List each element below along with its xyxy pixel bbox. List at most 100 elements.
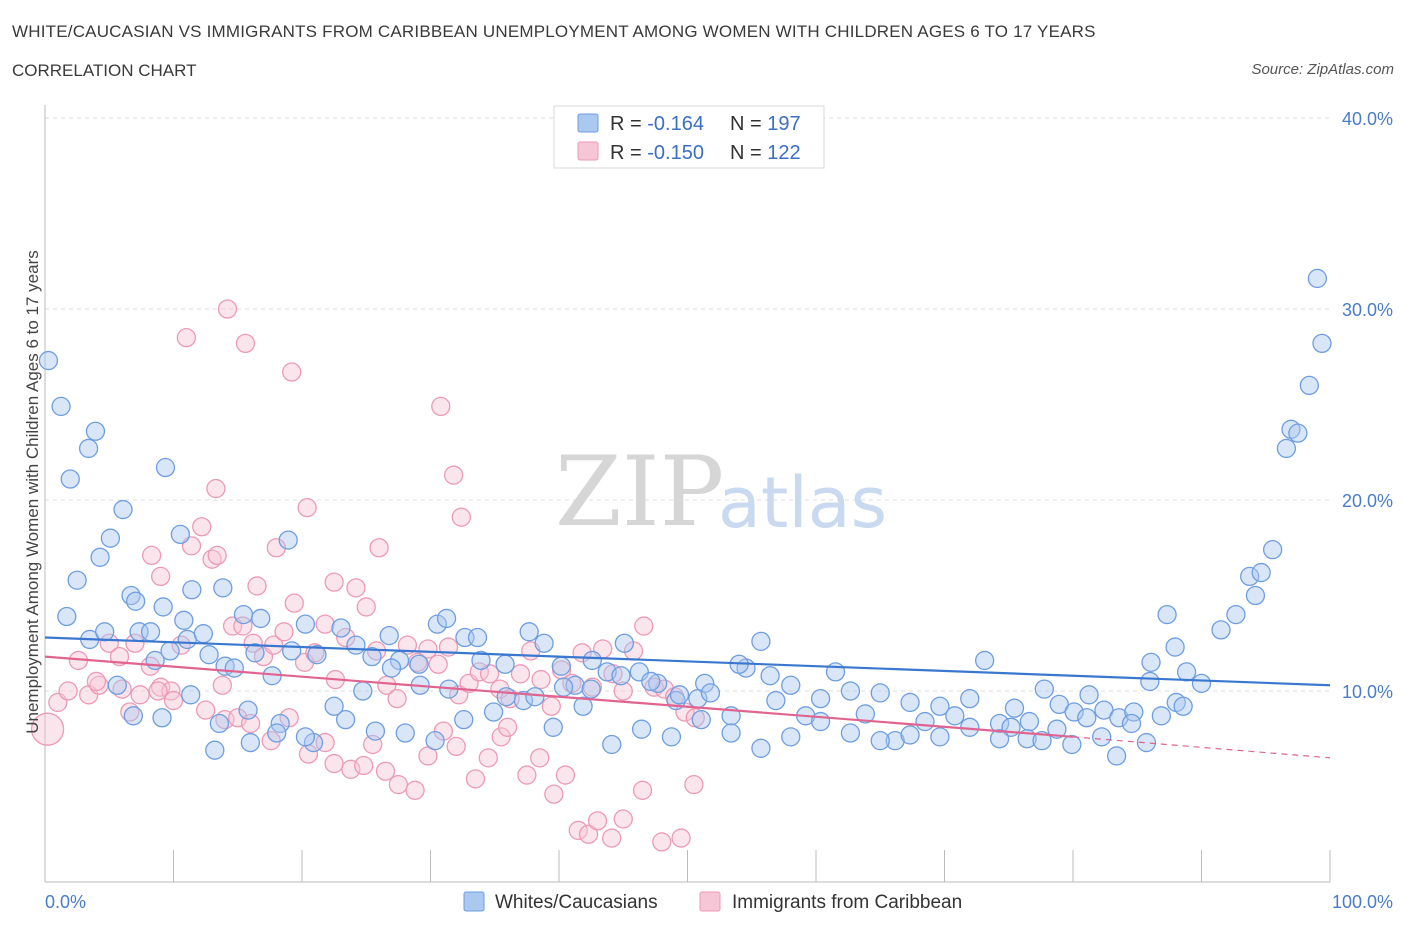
whites-point <box>1141 652 1161 672</box>
immigrants-point <box>530 748 550 768</box>
whites-point <box>153 597 173 617</box>
immigrants-point <box>397 635 418 655</box>
immigrants-point <box>195 700 216 720</box>
x-tick-label-0: 0.0% <box>45 892 86 912</box>
whites-point <box>582 650 602 671</box>
y-tick-label-0: 10.0% <box>1342 682 1393 702</box>
whites-point <box>295 727 316 747</box>
whites-point <box>233 604 254 625</box>
whites-point <box>182 580 202 600</box>
y-tick-label-3: 40.0% <box>1342 109 1393 129</box>
whites-point <box>1062 734 1082 755</box>
whites-point <box>1191 673 1212 694</box>
whites-point <box>238 700 258 720</box>
whites-point <box>695 673 715 694</box>
whites-point <box>1245 585 1266 606</box>
immigrants-point <box>613 681 633 701</box>
whites-point <box>427 614 448 634</box>
whites-point <box>205 740 225 760</box>
immigrants-point <box>465 769 486 789</box>
immigrants-point <box>369 538 389 558</box>
whites-point <box>661 727 682 747</box>
whites-point <box>751 631 771 651</box>
chart-subtitle: CORRELATION CHART <box>12 61 197 80</box>
whites-point <box>467 627 488 648</box>
immigrants-point <box>284 593 304 613</box>
y-tick-label-1: 20.0% <box>1342 491 1393 511</box>
immigrants-point <box>130 685 150 705</box>
whites-point <box>760 666 780 686</box>
immigrants-point <box>336 627 356 648</box>
whites-point <box>425 731 445 751</box>
whites-point <box>1121 713 1142 734</box>
whites-point <box>1276 438 1297 459</box>
whites-point <box>100 528 121 548</box>
whites-point <box>1136 732 1157 753</box>
whites-point <box>840 723 861 743</box>
whites-point <box>1064 702 1084 722</box>
whites-point <box>1307 268 1328 289</box>
whites-point <box>224 658 244 678</box>
whites-point <box>1034 679 1054 699</box>
y-tick-labels: 10.0% 20.0% 30.0% 40.0% <box>1342 109 1393 702</box>
whites-point <box>123 706 143 726</box>
whites-point <box>581 679 601 699</box>
whites-point <box>855 704 875 724</box>
immigrants-trend-line <box>44 655 1074 738</box>
whites-point <box>573 696 593 716</box>
whites-point <box>113 499 133 520</box>
immigrants-point <box>58 681 78 701</box>
whites-point <box>534 633 554 653</box>
whites-point <box>295 614 316 634</box>
whites-point <box>810 711 831 732</box>
immigrants-point <box>375 761 396 781</box>
immigrants-point <box>163 690 184 711</box>
source-label: Source: ZipAtlas.com <box>1251 61 1394 78</box>
immigrants-point <box>86 671 107 692</box>
whites-point <box>960 688 980 709</box>
whites-point <box>155 457 176 478</box>
whites-point <box>170 524 191 545</box>
immigrants-point <box>446 736 466 757</box>
immigrants-point <box>418 639 438 659</box>
legend-row-2-r: R = -0.150 <box>610 142 704 164</box>
immigrants-point <box>142 545 162 566</box>
whites-point <box>543 717 563 737</box>
legend-row-2-n: N = 122 <box>730 142 801 164</box>
immigrants-point <box>634 616 654 636</box>
whites-point <box>1124 702 1144 722</box>
whites-point <box>395 723 415 743</box>
whites-point <box>95 622 115 642</box>
whites-point <box>810 688 831 709</box>
chart-title: WHITE/CAUCASIAN VS IMMIGRANTS FROM CARIB… <box>12 22 1096 41</box>
whites-point <box>181 685 201 705</box>
immigrants-point <box>148 681 168 701</box>
immigrants-point <box>212 675 232 695</box>
immigrants-point <box>613 809 633 829</box>
immigrants-point <box>356 597 376 617</box>
whites-point <box>1140 671 1160 692</box>
immigrants-point <box>346 578 366 598</box>
whites-point <box>641 671 661 692</box>
immigrants-point <box>388 774 409 795</box>
whites-point <box>1151 706 1171 726</box>
immigrants-point <box>217 299 238 319</box>
immigrants-point <box>451 507 471 527</box>
whites-point <box>930 727 950 747</box>
whites-point <box>989 713 1010 734</box>
immigrants-point <box>150 566 171 587</box>
whites-point <box>251 608 271 629</box>
whites-point <box>362 646 382 667</box>
whites-point <box>90 547 110 567</box>
whites-point <box>267 723 287 743</box>
whites-point <box>38 350 59 371</box>
whites-point <box>602 734 622 755</box>
whites-point <box>1004 698 1025 718</box>
whites-point <box>1240 566 1260 587</box>
immigrants-point <box>497 717 518 737</box>
whites-point <box>78 438 99 459</box>
y-tick-label-2: 30.0% <box>1342 300 1393 320</box>
immigrants-point <box>568 820 588 841</box>
whites-point <box>648 673 668 694</box>
immigrants-point <box>479 664 500 684</box>
